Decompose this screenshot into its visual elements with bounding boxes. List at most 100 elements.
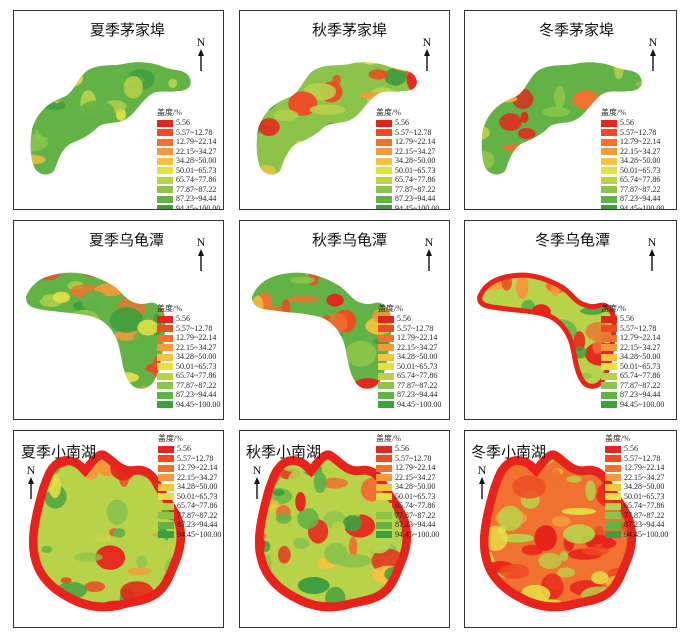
legend-item: 94.45~100.00 bbox=[605, 530, 668, 540]
legend-label: 5.57~12.78 bbox=[397, 323, 434, 333]
legend-label: 50.01~65.73 bbox=[620, 165, 661, 175]
legend-item: 77.87~87.22 bbox=[157, 381, 220, 391]
legend-swatch bbox=[605, 493, 621, 501]
legend-swatch bbox=[378, 391, 394, 399]
legend-title: 盖度/% bbox=[601, 108, 626, 117]
legend-label: 22.15~34.27 bbox=[176, 342, 217, 352]
legend: 盖度/% 5.56 5.57~12.78 12.79~22.14 22.15~34.27… bbox=[376, 107, 440, 210]
map-panel-winter-maojiabu: 冬季茅家埠 N 盖度/% 5.56 5.57~12.78 12.79~22.14 22.… bbox=[464, 10, 677, 210]
north-arrow-icon bbox=[649, 249, 655, 271]
legend-item: 87.23~94.44 bbox=[158, 520, 221, 530]
legend-label: 50.01~65.73 bbox=[624, 491, 665, 501]
north-arrow-icon bbox=[650, 49, 656, 71]
legend-item: 77.87~87.22 bbox=[601, 185, 664, 195]
legend-swatch bbox=[158, 455, 174, 463]
north-arrow: N bbox=[422, 236, 436, 271]
legend-label: 77.87~87.22 bbox=[176, 380, 217, 390]
legend-swatch bbox=[158, 445, 174, 453]
legend-label: 22.15~34.27 bbox=[624, 472, 665, 482]
coverage-map bbox=[252, 272, 392, 389]
north-arrow-icon bbox=[198, 49, 204, 71]
legend-label: 5.57~12.78 bbox=[176, 127, 213, 137]
legend-item: 12.79~22.14 bbox=[376, 137, 439, 147]
north-arrow: N bbox=[194, 236, 208, 271]
north-arrow-icon bbox=[426, 249, 432, 271]
legend-swatch bbox=[157, 176, 173, 184]
legend-item: 34.28~50.00 bbox=[158, 482, 221, 492]
legend-swatch bbox=[601, 176, 617, 184]
legend-swatch bbox=[376, 502, 392, 510]
north-arrow: N bbox=[645, 236, 659, 271]
legend-item: 77.87~87.22 bbox=[158, 511, 221, 521]
legend-swatch bbox=[601, 334, 617, 342]
north-arrow-icon bbox=[28, 477, 34, 499]
legend-item: 22.15~34.27 bbox=[158, 473, 221, 483]
legend-label: 94.45~100.00 bbox=[395, 203, 440, 210]
legend-swatch bbox=[378, 334, 394, 342]
legend-swatch bbox=[378, 315, 394, 323]
legend-item: 65.74~77.86 bbox=[376, 501, 439, 511]
legend-item: 65.74~77.86 bbox=[601, 175, 664, 185]
legend-item: 94.45~100.00 bbox=[157, 204, 220, 209]
legend-swatch bbox=[376, 119, 392, 127]
legend-item: 87.23~94.44 bbox=[601, 390, 664, 400]
legend-swatch bbox=[376, 176, 392, 184]
legend-title: 盖度/% bbox=[601, 304, 626, 313]
legend-label: 50.01~65.73 bbox=[177, 491, 218, 501]
legend-title: 盖度/% bbox=[376, 108, 401, 117]
legend-item: 77.87~87.22 bbox=[605, 511, 668, 521]
legend-label: 5.56 bbox=[620, 118, 634, 127]
legend-label: 12.79~22.14 bbox=[395, 137, 436, 146]
legend-item: 5.56 bbox=[601, 314, 664, 324]
legend-label: 5.56 bbox=[176, 118, 190, 127]
legend-label: 65.74~77.86 bbox=[395, 501, 436, 510]
legend-label: 77.87~87.22 bbox=[397, 380, 438, 390]
legend-item: 94.45~100.00 bbox=[158, 530, 221, 540]
legend-label: 12.79~22.14 bbox=[177, 463, 218, 472]
legend-item: 5.57~12.78 bbox=[378, 324, 441, 334]
legend-swatch bbox=[158, 512, 174, 520]
legend-swatch bbox=[157, 186, 173, 194]
legend-label: 87.23~94.44 bbox=[176, 390, 217, 399]
legend-swatch bbox=[601, 353, 617, 361]
legend: 盖度/% 5.56 5.57~12.78 12.79~22.14 22.15~34.27… bbox=[157, 107, 220, 209]
legend-label: 65.74~77.86 bbox=[620, 371, 661, 380]
legend-swatch bbox=[601, 382, 617, 390]
legend-title: 盖度/% bbox=[376, 434, 401, 443]
legend-label: 77.87~87.22 bbox=[620, 380, 661, 390]
legend-item: 12.79~22.14 bbox=[157, 333, 220, 343]
legend-label: 77.87~87.22 bbox=[177, 510, 218, 520]
legend-item: 5.56 bbox=[158, 444, 221, 454]
legend-swatch bbox=[157, 129, 173, 137]
legend-label: 5.57~12.78 bbox=[620, 323, 657, 333]
legend-label: 5.57~12.78 bbox=[177, 453, 214, 463]
legend-item: 5.57~12.78 bbox=[605, 454, 668, 464]
legend-item: 65.74~77.86 bbox=[601, 371, 664, 381]
legend-swatch bbox=[157, 157, 173, 165]
legend-item: 50.01~65.73 bbox=[158, 492, 221, 502]
legend-swatch bbox=[376, 157, 392, 165]
legend-label: 5.56 bbox=[620, 314, 634, 323]
legend: 盖度/% 5.56 5.57~12.78 12.79~22.14 22.15~34.27… bbox=[378, 303, 441, 409]
legend-swatch bbox=[157, 148, 173, 156]
legend-label: 5.56 bbox=[177, 444, 191, 453]
coverage-map bbox=[26, 272, 166, 389]
legend-item: 22.15~34.27 bbox=[601, 343, 664, 353]
legend-swatch bbox=[158, 502, 174, 510]
north-label: N bbox=[196, 35, 206, 49]
legend-label: 12.79~22.14 bbox=[176, 333, 217, 342]
legend-label: 77.87~87.22 bbox=[395, 184, 436, 194]
legend-item: 87.23~94.44 bbox=[157, 390, 220, 400]
legend-label: 77.87~87.22 bbox=[624, 510, 665, 520]
legend-item: 22.15~34.27 bbox=[376, 147, 439, 157]
legend-swatch bbox=[376, 129, 392, 137]
legend: 盖度/% 5.56 5.57~12.78 12.79~22.14 22.15~34.27… bbox=[158, 433, 221, 539]
legend-item: 77.87~87.22 bbox=[376, 511, 439, 521]
legend-label: 77.87~87.22 bbox=[176, 184, 217, 194]
legend-label: 12.79~22.14 bbox=[176, 137, 217, 146]
legend-item: 12.79~22.14 bbox=[157, 137, 220, 147]
legend-swatch bbox=[601, 186, 617, 194]
legend-label: 22.15~34.27 bbox=[620, 342, 661, 352]
legend-swatch bbox=[157, 325, 173, 333]
legend-item: 12.79~22.14 bbox=[378, 333, 441, 343]
